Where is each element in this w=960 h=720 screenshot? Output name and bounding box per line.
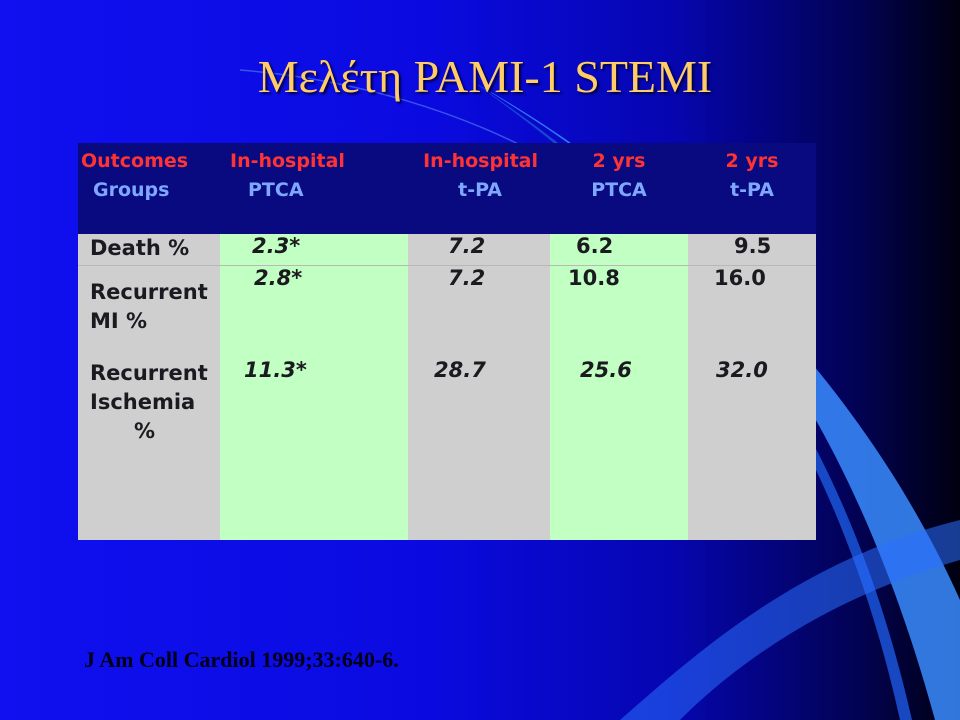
cell-mi-inhospital-tpa: 7.2 [408, 265, 550, 359]
cell-death-inhospital-ptca: 2.3* [220, 233, 408, 266]
row-label-line1: Recurrent [90, 279, 208, 304]
cell-mi-inhospital-ptca: 2.8* [220, 265, 408, 359]
cell-value: 7.2 [448, 265, 486, 290]
cell-ischemia-inhospital-tpa: 28.7 [408, 358, 550, 540]
header-col4-line2: t-PA [730, 179, 774, 201]
header-col3-line2: PTCA [591, 179, 647, 201]
header-inhospital-ptca: In-hospital PTCA [220, 143, 408, 234]
cell-value: 10.8 [568, 265, 620, 290]
table-header-row: Outcomes Groups In-hospital PTCA In-hosp… [78, 143, 816, 234]
cell-value: 9.5 [734, 233, 772, 258]
header-col2-line2: t-PA [458, 179, 502, 201]
cell-ischemia-2yrs-ptca: 25.6 [550, 358, 688, 540]
cell-value: 32.0 [716, 358, 768, 383]
cell-value: 11.3* [244, 358, 307, 383]
cell-ischemia-2yrs-tpa: 32.0 [688, 358, 816, 540]
header-2yrs-ptca: 2 yrs PTCA [550, 143, 688, 234]
outcomes-table: Outcomes Groups In-hospital PTCA In-hosp… [78, 143, 816, 540]
citation: J Am Coll Cardiol 1999;33:640-6. [84, 647, 399, 672]
header-col1-line2: PTCA [248, 179, 304, 201]
cell-mi-2yrs-tpa: 16.0 [688, 265, 816, 359]
header-col3-line1: 2 yrs [592, 150, 646, 172]
cell-death-2yrs-ptca: 6.2 [550, 233, 688, 266]
decorative-swoosh-lower [620, 520, 960, 720]
cell-ischemia-inhospital-ptca: 11.3* [220, 358, 408, 540]
table-row: Death % 2.3* 7.2 6.2 9.5 [78, 233, 816, 266]
cell-value: 7.2 [448, 233, 486, 258]
row-label-line1: Recurrent [90, 361, 208, 386]
header-col1-line1: In-hospital [230, 150, 345, 172]
cell-death-2yrs-tpa: 9.5 [688, 233, 816, 266]
header-outcomes-groups: Outcomes Groups [78, 143, 220, 234]
cell-value: 28.7 [434, 358, 486, 383]
table-row: Recurrent MI % 2.8* 7.2 10.8 16.0 [78, 265, 816, 359]
row-label-recurrent-ischemia: Recurrent Ischemia % [78, 358, 220, 540]
header-col2-line1: In-hospital [423, 150, 538, 172]
cell-value: 6.2 [576, 233, 614, 258]
cell-mi-2yrs-ptca: 10.8 [550, 265, 688, 359]
table-row: Recurrent Ischemia % 11.3* 28.7 25.6 32.… [78, 358, 816, 540]
cell-value: 25.6 [580, 358, 632, 383]
row-label-line2: MI % [90, 308, 148, 333]
header-groups-label: Groups [93, 179, 170, 201]
cell-value: 2.8* [254, 265, 303, 290]
header-outcomes-label: Outcomes [81, 150, 189, 172]
header-col4-line1: 2 yrs [725, 150, 779, 172]
row-label-death: Death % [78, 233, 220, 266]
header-2yrs-tpa: 2 yrs t-PA [688, 143, 816, 234]
row-label-line3: % [134, 419, 156, 444]
cell-death-inhospital-tpa: 7.2 [408, 233, 550, 266]
row-label-recurrent-mi: Recurrent MI % [78, 265, 220, 359]
header-inhospital-tpa: In-hospital t-PA [408, 143, 550, 234]
row-label-line2: Ischemia [90, 390, 196, 415]
slide-title: Μελέτη PAMI-1 STEMI [257, 51, 713, 102]
row-label-text: Death % [90, 235, 190, 260]
cell-value: 16.0 [714, 265, 766, 290]
cell-value: 2.3* [252, 233, 301, 258]
